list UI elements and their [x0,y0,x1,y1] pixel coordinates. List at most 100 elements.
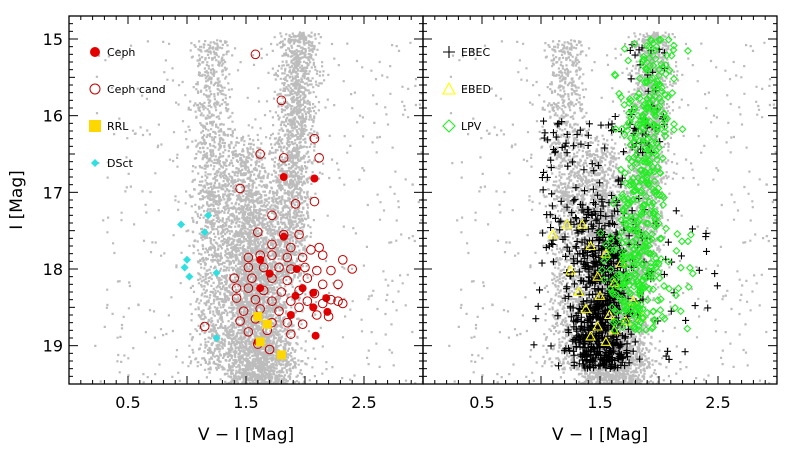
ceph-cand-point [267,273,277,284]
ebec-point [605,220,613,228]
lpv-point [634,244,643,253]
ebec-point [548,190,556,198]
lpv-point [643,135,651,144]
ebec-point [587,279,595,287]
ebec-point [579,201,587,209]
lpv-point [649,316,658,325]
ebec-point [610,264,618,272]
lpv-point [650,87,659,96]
ebed-point [620,315,632,326]
lpv-point [631,134,640,143]
ebec-point [578,238,586,246]
right-x-axis-label: V − I [Mag] [552,425,648,445]
ebec-point [584,211,592,219]
ebec-point [532,315,540,323]
lpv-point [596,228,605,237]
lpv-point [660,115,669,124]
ceph-cand-point [302,296,313,307]
lpv-point [662,51,671,60]
ebec-point [595,219,603,227]
lpv-point [644,179,653,188]
lpv-point [608,276,617,284]
lpv-point [642,41,651,50]
lpv-point [652,187,661,196]
lpv-point [600,275,609,284]
lpv-point [607,236,616,245]
ebec-point [677,252,685,260]
ebec-point [590,357,598,365]
ceph-cand-point [309,133,320,144]
ebec-point [618,358,626,366]
ebec-point [530,341,538,349]
lpv-point [658,120,666,128]
ebec-point [549,129,557,137]
lpv-point [625,94,634,103]
ceph-cand-point [294,285,304,296]
lpv-point [630,270,639,279]
ebec-point [534,302,542,310]
ceph-cand-point [276,287,287,297]
ebec-point [594,161,602,169]
lpv-point [637,176,646,185]
lpv-point [645,197,654,206]
ebec-point [608,360,616,368]
lpv-point [655,274,664,283]
lpv-point [618,248,627,257]
ebec-point [695,266,703,274]
ebec-point [540,168,548,176]
ceph-cand-point [243,327,254,337]
lpv-point [650,92,659,101]
x-tick-label: 0.5 [469,393,494,412]
lpv-point [627,180,636,189]
lpv-point [653,296,662,305]
ebec-point [605,350,613,358]
ceph-cand-point [309,196,320,207]
lpv-point [665,66,674,75]
lpv-point [652,150,661,159]
legend-ebec-marker [443,46,455,58]
lpv-point [640,273,648,282]
ebec-point [636,355,644,363]
lpv-point [646,273,655,282]
ebec-point [593,297,601,305]
lpv-point [632,255,641,264]
lpv-point [636,120,645,129]
ebed-point [580,303,592,313]
lpv-point [649,133,658,142]
ceph-cand-point [278,229,289,240]
ebec-point [584,315,592,323]
ebec-point [540,117,548,125]
lpv-point [655,191,664,200]
legend-ebec-label: EBEC [461,46,490,59]
lpv-point [610,326,619,335]
ebec-point [601,144,609,152]
lpv-point [650,108,659,117]
lpv-point [642,65,651,74]
y-tick-label: 15 [43,30,63,49]
lpv-point [627,177,635,186]
legend-rrl-label: RRL [107,120,129,133]
ebec-point [609,340,617,348]
ebec-point [621,333,629,341]
right-axes: 0.5 1.5 2.5 [422,15,778,412]
ebec-point [538,259,546,267]
lpv-point [649,208,658,217]
left-x-axis-label: V − I [Mag] [198,425,294,445]
ebec-point [601,222,609,230]
ebec-point [593,215,601,223]
ebec-point [584,262,592,270]
lpv-point [626,254,635,263]
lpv-point [625,288,634,297]
lpv-point [646,75,655,84]
lpv-point [650,214,659,223]
lpv-point [657,97,666,106]
ceph-point [311,331,320,340]
dsct-point [185,272,194,281]
lpv-point [654,71,663,80]
ebec-point [608,212,616,220]
ebec-point [575,360,583,368]
ceph-cand-point [267,296,277,307]
ebec-point [711,270,719,278]
lpv-point [625,117,634,126]
legend-dsct-label: DSct [107,157,134,170]
